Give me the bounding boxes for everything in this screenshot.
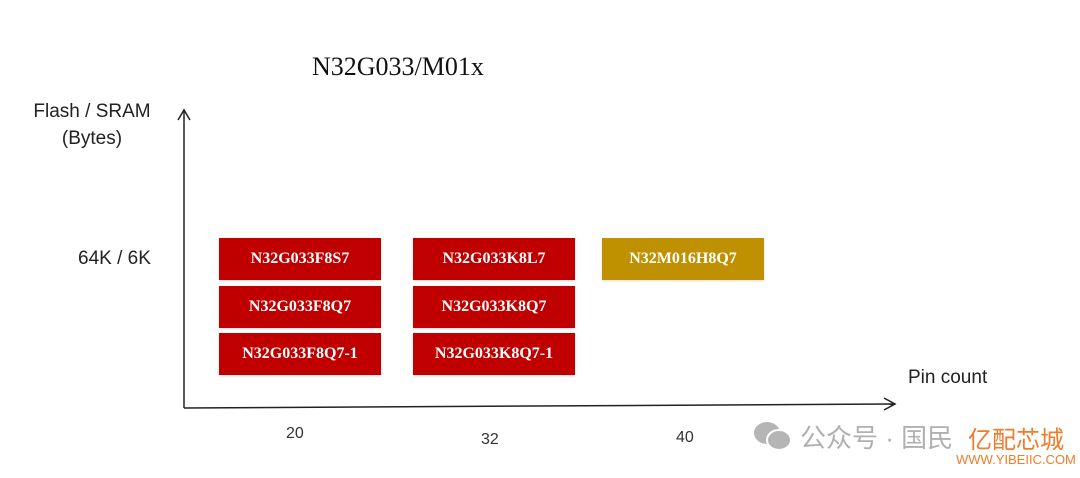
x-axis-label: Pin count	[908, 367, 988, 388]
x-axis-line	[183, 403, 896, 409]
wechat-icon	[754, 422, 792, 451]
y-tick-64k: 64K / 6K	[78, 248, 151, 269]
watermark-url: WWW.YIBEIIC.COM	[956, 452, 1076, 467]
diagram-title: N32G033/M01x	[312, 52, 484, 81]
y-axis-arrow-icon	[177, 108, 191, 121]
part-box: N32G033F8Q7-1	[219, 333, 381, 375]
watermark-text: 公众号 · 国民	[800, 423, 954, 453]
y-axis-label-line1: Flash / SRAM	[33, 101, 151, 122]
x-tick-32: 32	[481, 431, 499, 448]
x-tick-20: 20	[286, 425, 304, 442]
y-axis-label: Flash / SRAM (Bytes)	[20, 98, 164, 152]
x-tick-40: 40	[676, 429, 694, 446]
part-box: N32G033K8Q7-1	[413, 333, 575, 375]
x-axis-arrow-icon	[883, 397, 897, 411]
y-axis-label-line2: (Bytes)	[61, 128, 123, 149]
part-box: N32G033F8S7	[219, 238, 381, 280]
part-box: N32G033K8L7	[413, 238, 575, 280]
part-box: N32G033K8Q7	[413, 286, 575, 328]
part-box: N32G033F8Q7	[219, 286, 381, 328]
watermark-brand: 亿配芯城	[968, 427, 1064, 454]
part-box: N32M016H8Q7	[602, 238, 764, 280]
